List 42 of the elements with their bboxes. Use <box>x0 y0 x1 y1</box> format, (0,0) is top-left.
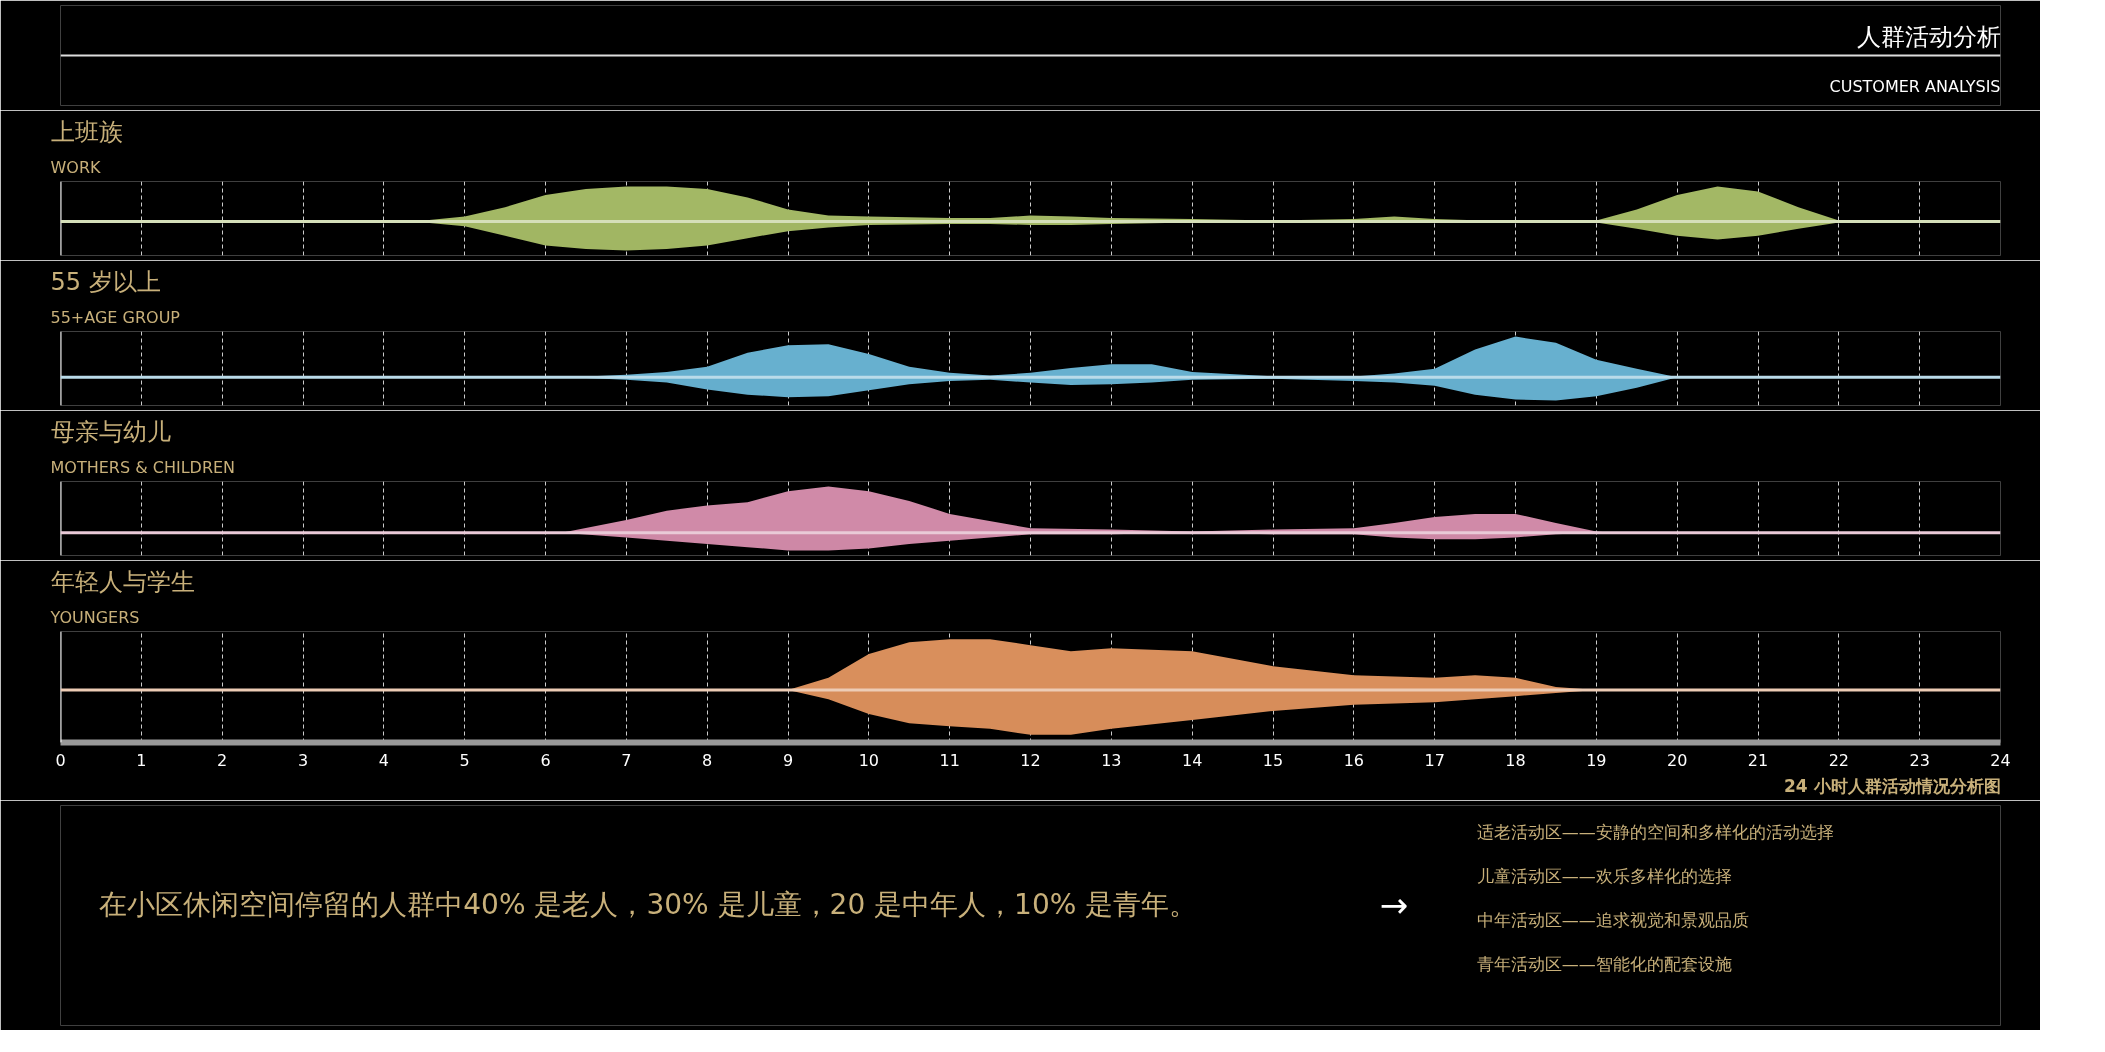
x-tick-label: 3 <box>297 750 309 770</box>
x-tick-label: 19 <box>1586 750 1607 770</box>
text: 24 小时人群活动情况分析图 <box>1783 775 2001 796</box>
x-tick-label: 7 <box>621 750 632 770</box>
x-tick-label: 12 <box>1020 750 1041 770</box>
x-tick-label: 4 <box>378 750 389 770</box>
chart-subtitle: YOUNGERS <box>49 607 140 627</box>
x-tick-label: 9 <box>782 750 794 770</box>
x-tick-label: 6 <box>540 750 551 770</box>
chart-title: 年轻人与学生 <box>50 567 195 596</box>
x-tick-label: 10 <box>858 750 880 770</box>
x-tick-label: 0 <box>55 750 66 770</box>
x-tick-label: 8 <box>702 750 713 770</box>
x-tick-label: 21 <box>1747 750 1769 770</box>
text: 青年活动区——智能化的配套设施 <box>1476 953 1732 974</box>
chart-subtitle: 55+AGE GROUP <box>50 307 181 327</box>
chart-title: 55 岁以上 <box>50 267 161 296</box>
x-tick-label: 1 <box>136 750 147 770</box>
x-tick-label: 13 <box>1101 750 1122 770</box>
text: 适老活动区——安静的空间和多样化的活动选择 <box>1476 821 1834 842</box>
x-tick-label: 14 <box>1181 750 1203 770</box>
x-tick-label: 17 <box>1424 750 1445 770</box>
x-tick-label: 5 <box>459 750 470 770</box>
x-tick-label: 22 <box>1828 750 1850 770</box>
text: 中年活动区——追求视觉和景观品质 <box>1476 909 1749 930</box>
x-tick-label: 23 <box>1909 750 1930 770</box>
chart-subtitle: MOTHERS & CHILDREN <box>50 457 236 477</box>
x-tick-label: 20 <box>1666 750 1688 770</box>
x-tick-label: 2 <box>217 750 228 770</box>
text: CUSTOMER ANALYSIS <box>1829 76 2001 96</box>
chart-title: 母亲与幼儿 <box>50 417 171 446</box>
x-tick-label: 16 <box>1343 750 1365 770</box>
text: 人群活动分析 <box>1856 22 2001 51</box>
chart-subtitle: WORK <box>50 157 102 177</box>
text: → <box>1379 884 1409 925</box>
x-tick-label: 15 <box>1262 750 1284 770</box>
x-tick-label: 24 <box>1990 750 2011 770</box>
x-tick-label: 18 <box>1505 750 1526 770</box>
text: 在小区休闲空间停留的人群中40% 是老人，30% 是儿童，20 是中年人，10% 是青年。 <box>99 888 1198 921</box>
text: 儿童活动区——欢乐多样化的选择 <box>1476 865 1732 886</box>
x-tick-label: 11 <box>939 750 960 770</box>
chart-title: 上班族 <box>50 117 123 146</box>
